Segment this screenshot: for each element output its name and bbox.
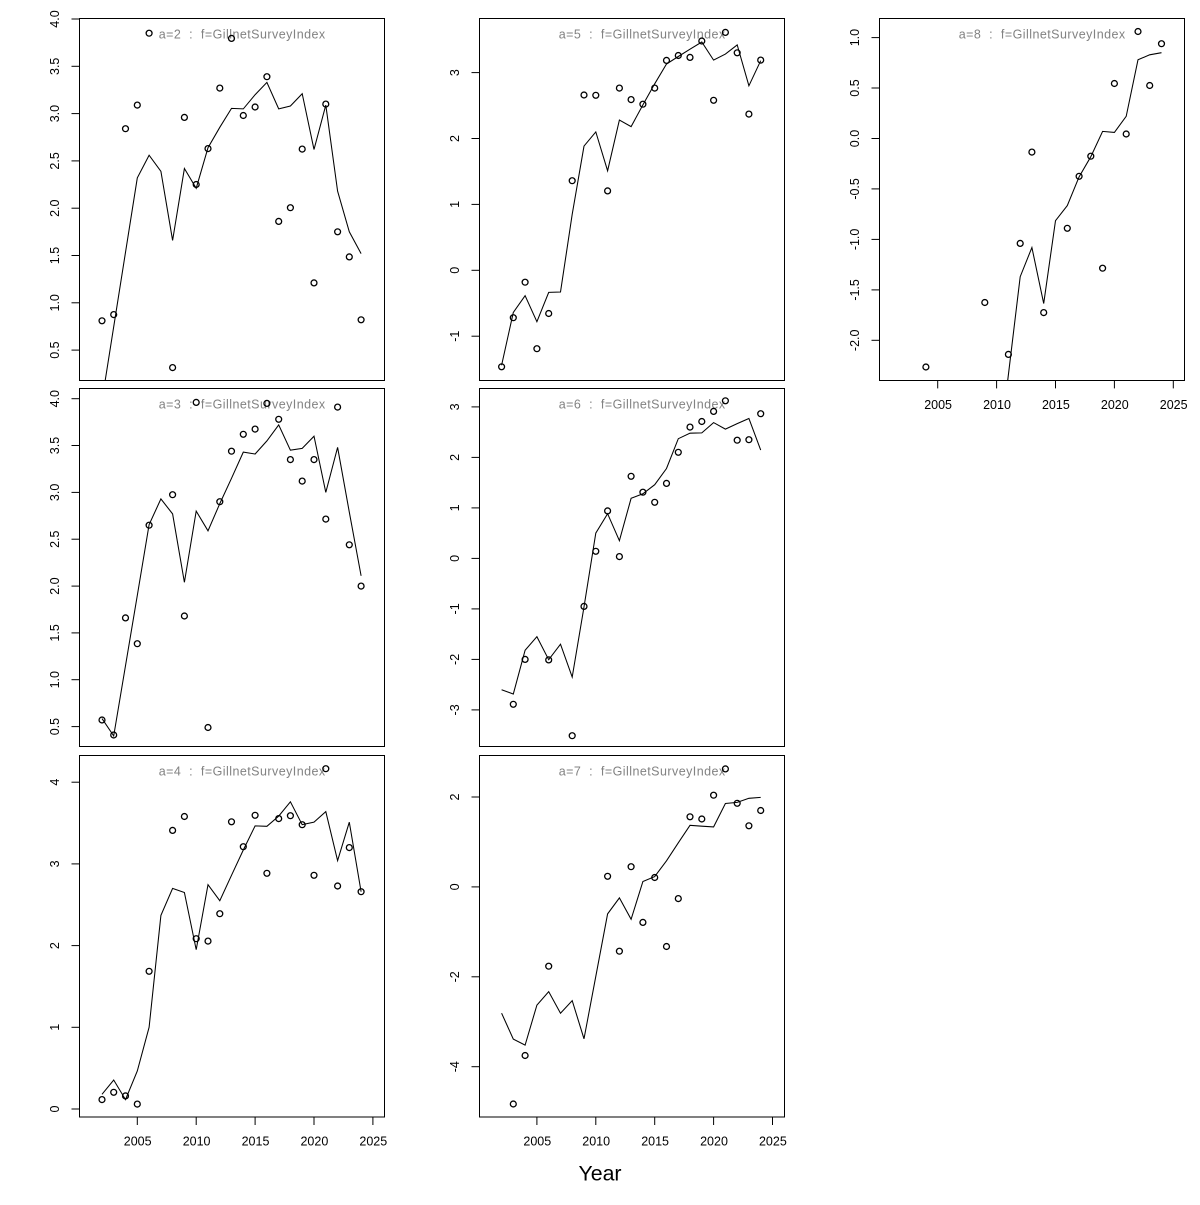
svg-text:3.0: 3.0 [48,484,62,501]
svg-text:3.5: 3.5 [48,58,62,75]
svg-text:-0.5: -0.5 [848,178,862,200]
svg-text:2020: 2020 [1101,398,1129,412]
svg-text:Year: Year [578,1162,621,1186]
svg-text:3: 3 [48,860,62,867]
svg-text:2: 2 [448,454,462,461]
svg-text:0.5: 0.5 [48,718,62,735]
svg-text:a=8 : f=GillnetSurveyIndex: a=8 : f=GillnetSurveyIndex [959,28,1126,42]
svg-text:0.5: 0.5 [848,79,862,96]
svg-text:3.0: 3.0 [48,105,62,122]
svg-text:2015: 2015 [641,1135,669,1149]
svg-text:0: 0 [48,1105,62,1112]
svg-text:2020: 2020 [300,1135,328,1149]
svg-text:2010: 2010 [983,398,1011,412]
svg-text:2010: 2010 [582,1135,610,1149]
svg-text:-2: -2 [448,971,462,982]
svg-text:3.5: 3.5 [48,437,62,454]
svg-text:2025: 2025 [359,1135,387,1149]
svg-text:4: 4 [48,779,62,786]
svg-text:1.5: 1.5 [48,247,62,264]
svg-text:a=5 : f=GillnetSurveyIndex: a=5 : f=GillnetSurveyIndex [559,28,726,42]
svg-text:2005: 2005 [124,1135,152,1149]
svg-text:a=7 : f=GillnetSurveyIndex: a=7 : f=GillnetSurveyIndex [559,765,726,779]
svg-text:2.0: 2.0 [48,199,62,216]
svg-text:-1: -1 [448,603,462,614]
svg-text:0.0: 0.0 [848,130,862,147]
svg-text:1: 1 [48,1024,62,1031]
svg-text:-1: -1 [448,331,462,342]
svg-text:2025: 2025 [759,1135,787,1149]
svg-text:1.0: 1.0 [848,29,862,46]
svg-text:2.5: 2.5 [48,530,62,547]
svg-text:-1.5: -1.5 [848,279,862,301]
svg-text:0: 0 [448,883,462,890]
svg-text:0: 0 [448,555,462,562]
svg-text:a=3 : f=GillnetSurveyIndex: a=3 : f=GillnetSurveyIndex [159,398,326,412]
svg-text:1.0: 1.0 [48,294,62,311]
svg-text:2025: 2025 [1160,398,1188,412]
svg-text:-2.0: -2.0 [848,329,862,351]
svg-text:2.5: 2.5 [48,152,62,169]
svg-text:2020: 2020 [700,1135,728,1149]
svg-text:2015: 2015 [242,1135,270,1149]
svg-text:0: 0 [448,267,462,274]
svg-text:2: 2 [448,793,462,800]
svg-text:2005: 2005 [924,398,952,412]
svg-text:-2: -2 [448,654,462,665]
svg-text:2015: 2015 [1042,398,1070,412]
svg-text:2: 2 [48,942,62,949]
svg-text:1.0: 1.0 [48,671,62,688]
svg-text:3: 3 [448,69,462,76]
svg-text:2010: 2010 [183,1135,211,1149]
svg-text:1.5: 1.5 [48,624,62,641]
svg-text:1: 1 [448,504,462,511]
svg-text:4.0: 4.0 [48,10,62,27]
svg-text:a=2 : f=GillnetSurveyIndex: a=2 : f=GillnetSurveyIndex [159,28,326,42]
svg-text:a=6 : f=GillnetSurveyIndex: a=6 : f=GillnetSurveyIndex [559,398,726,412]
svg-text:2.0: 2.0 [48,577,62,594]
svg-text:2005: 2005 [523,1135,551,1149]
svg-text:-4: -4 [448,1061,462,1072]
svg-text:3: 3 [448,403,462,410]
svg-text:1: 1 [448,201,462,208]
svg-text:-1.0: -1.0 [848,229,862,251]
svg-text:-3: -3 [448,704,462,715]
svg-text:0.5: 0.5 [48,341,62,358]
svg-text:a=4 : f=GillnetSurveyIndex: a=4 : f=GillnetSurveyIndex [159,765,326,779]
svg-text:2: 2 [448,135,462,142]
svg-text:4.0: 4.0 [48,390,62,407]
